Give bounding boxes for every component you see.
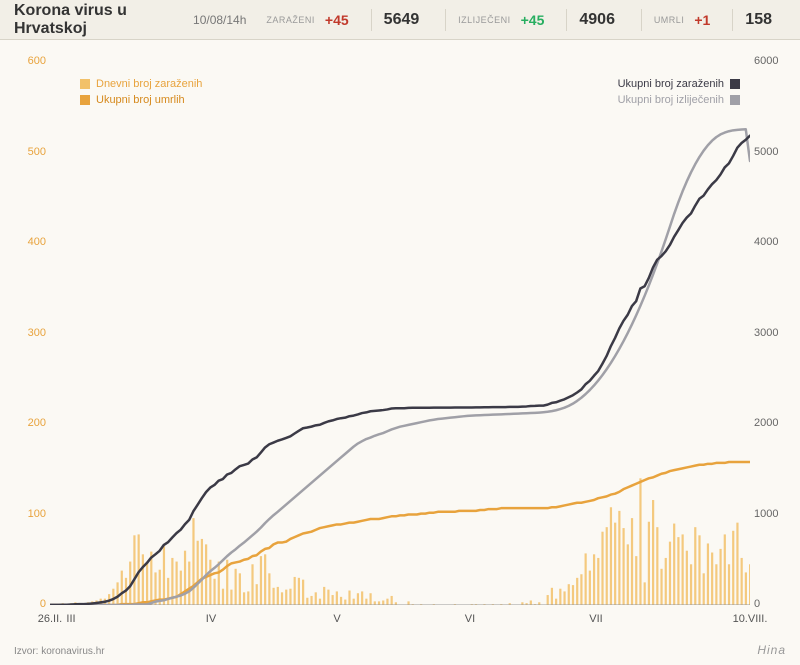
y-right-tick: 0	[754, 598, 794, 610]
stat-cured: IZLIJEČENI +45 4906	[458, 9, 615, 31]
stat-infected: ZARAŽENI +45 5649	[266, 9, 419, 31]
y-right-tick: 2000	[754, 417, 794, 429]
y-left-tick: 200	[6, 417, 46, 429]
y-right-tick: 6000	[754, 55, 794, 67]
stat-cured-label: IZLIJEČENI	[458, 15, 511, 25]
x-tick-label: III	[66, 613, 75, 625]
stat-infected-label: ZARAŽENI	[266, 15, 315, 25]
y-right-tick: 4000	[754, 236, 794, 248]
y-right-tick: 1000	[754, 508, 794, 520]
stat-dead-total: 158	[745, 11, 772, 29]
stat-dead-delta: +1	[694, 12, 710, 28]
stat-dead: UMRLI +1 158	[654, 9, 772, 31]
stat-infected-delta: +45	[325, 12, 349, 28]
x-tick-label: 10.VIII.	[733, 613, 768, 625]
source-text: Izvor: koronavirus.hr	[14, 646, 105, 657]
y-left-tick: 500	[6, 146, 46, 158]
stat-dead-label: UMRLI	[654, 15, 685, 25]
chart-area	[50, 62, 750, 605]
stat-infected-total: 5649	[384, 11, 420, 29]
y-right-tick: 3000	[754, 327, 794, 339]
y-left-tick: 0	[6, 598, 46, 610]
y-right-tick: 5000	[754, 146, 794, 158]
y-left-tick: 600	[6, 55, 46, 67]
x-tick-label: IV	[206, 613, 216, 625]
logo-text: Hina	[757, 643, 786, 657]
y-left-tick: 400	[6, 236, 46, 248]
chart-svg	[50, 62, 750, 605]
x-tick-label: VII	[589, 613, 602, 625]
x-tick-label: 26.II.	[38, 613, 62, 625]
x-tick-label: V	[333, 613, 340, 625]
x-tick-label: VI	[465, 613, 475, 625]
stat-cured-delta: +45	[521, 12, 545, 28]
stat-cured-total: 4906	[579, 11, 615, 29]
page-title: Korona virus u Hrvatskoj	[14, 2, 175, 38]
y-left-tick: 100	[6, 508, 46, 520]
report-date: 10/08/14h	[193, 13, 246, 27]
header-bar: Korona virus u Hrvatskoj 10/08/14h ZARAŽ…	[0, 0, 800, 40]
y-left-tick: 300	[6, 327, 46, 339]
